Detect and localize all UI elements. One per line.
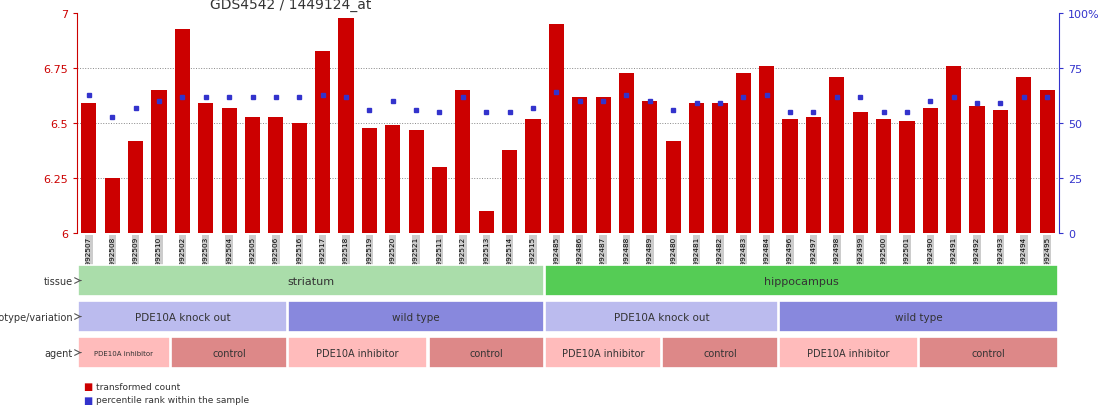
Bar [545,337,661,368]
Bar [288,337,427,368]
Bar [199,104,213,233]
Bar [291,124,307,233]
Text: PDE10A inhibitor: PDE10A inhibitor [807,348,890,358]
Bar [408,131,424,233]
Text: control: control [470,348,503,358]
Bar [919,337,1058,368]
Text: PDE10A inhibitor: PDE10A inhibitor [561,348,644,358]
Bar [105,179,120,233]
Bar [779,301,1058,332]
Bar [713,104,728,233]
Bar [572,97,587,233]
Text: control: control [212,348,246,358]
Bar [642,102,657,233]
Bar [362,128,377,233]
Bar [288,301,544,332]
Text: genotype/variation: genotype/variation [0,312,73,322]
Text: ■: ■ [83,381,92,391]
Bar [428,337,544,368]
Bar [970,107,985,233]
Bar [596,97,611,233]
Bar [245,117,260,233]
Text: transformed count: transformed count [96,382,180,391]
Bar [268,117,283,233]
Bar [806,117,821,233]
Bar [829,78,845,233]
Text: wild type: wild type [393,312,440,322]
Bar [899,122,914,233]
Bar [853,113,868,233]
Text: PDE10A knock out: PDE10A knock out [135,312,231,322]
Text: ■: ■ [83,395,92,405]
Bar [78,337,170,368]
Bar [171,337,287,368]
Bar [525,119,540,233]
Bar [479,211,494,233]
Bar [151,91,167,233]
Text: PDE10A inhibitor: PDE10A inhibitor [317,348,399,358]
Bar [876,119,891,233]
Bar [82,104,96,233]
Bar [662,337,778,368]
Text: tissue: tissue [44,276,73,286]
Bar [174,30,190,233]
Bar [222,109,237,233]
Text: wild type: wild type [895,312,942,322]
Text: PDE10A knock out: PDE10A knock out [613,312,709,322]
Text: hippocampus: hippocampus [764,276,839,286]
Bar [502,150,517,233]
Bar [759,67,774,233]
Bar [736,74,751,233]
Bar [923,109,938,233]
Text: control: control [972,348,1006,358]
Bar [665,141,681,233]
Bar [1016,78,1031,233]
Text: percentile rank within the sample: percentile rank within the sample [96,395,249,404]
Text: GDS4542 / 1449124_at: GDS4542 / 1449124_at [210,0,371,12]
Bar [456,91,471,233]
Bar [545,265,1058,297]
Text: agent: agent [44,348,73,358]
Bar [128,141,143,233]
Bar [619,74,634,233]
Bar [78,301,287,332]
Bar [549,25,564,233]
Bar [78,265,544,297]
Bar [1040,91,1054,233]
Bar [993,111,1008,233]
Bar [946,67,962,233]
Bar [385,126,400,233]
Bar [689,104,704,233]
Text: control: control [703,348,737,358]
Bar [432,168,447,233]
Bar [545,301,778,332]
Bar [782,119,797,233]
Bar [315,52,330,233]
Bar [339,19,354,233]
Text: PDE10A inhibitor: PDE10A inhibitor [95,350,153,356]
Bar [779,337,918,368]
Text: striatum: striatum [288,276,334,286]
